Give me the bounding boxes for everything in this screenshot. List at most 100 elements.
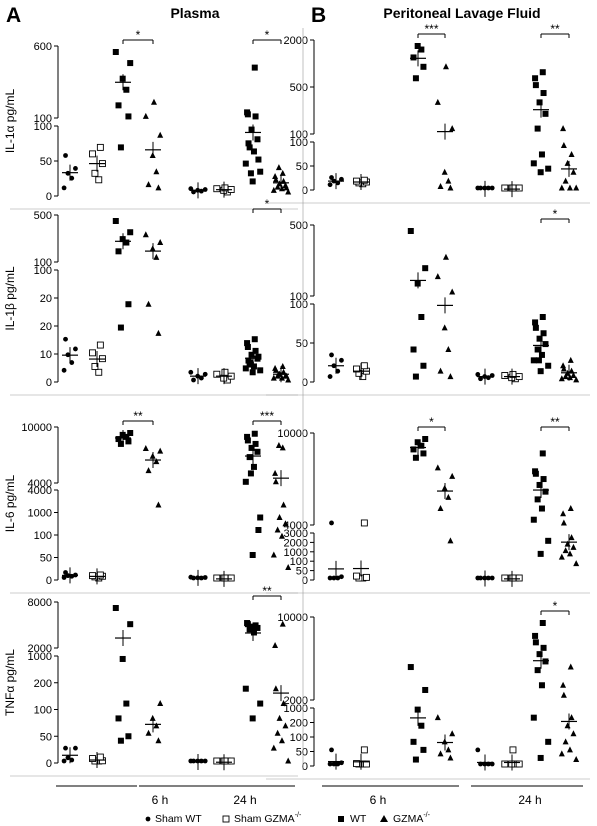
data-point — [153, 168, 160, 175]
data-point — [91, 169, 99, 177]
y-tick-label: 50 — [40, 731, 52, 743]
data-point — [539, 620, 546, 626]
data-point — [335, 761, 341, 767]
y-tick-label: 50 — [40, 156, 52, 168]
data-point — [244, 344, 251, 350]
data-point — [534, 667, 541, 674]
data-point — [272, 364, 279, 371]
data-point — [280, 501, 287, 508]
data-point — [251, 336, 258, 343]
panel-b-title: Peritoneal Lavage Fluid — [383, 5, 540, 21]
y-tick-label: 0 — [46, 191, 52, 203]
data-point — [274, 526, 281, 533]
data-point — [244, 437, 251, 444]
data-point — [353, 177, 360, 185]
data-point — [221, 574, 229, 582]
data-point — [339, 357, 344, 363]
data-point — [272, 469, 279, 476]
y-tick-label: 20 — [40, 293, 52, 305]
data-point — [331, 761, 337, 767]
data-point — [537, 754, 544, 761]
data-point — [501, 574, 509, 582]
data-point — [63, 153, 68, 158]
data-point — [252, 440, 259, 447]
data-point — [539, 69, 546, 76]
data-point — [566, 550, 573, 557]
data-point — [353, 572, 360, 580]
data-point — [245, 357, 252, 364]
data-point — [412, 756, 419, 763]
data-point — [437, 182, 444, 189]
panel-a-title: Plasma — [170, 5, 219, 21]
data-point — [564, 540, 571, 547]
data-point — [566, 184, 573, 191]
data-point — [437, 505, 444, 512]
data-point — [434, 273, 441, 280]
data-point — [280, 700, 287, 707]
data-point — [244, 340, 251, 347]
significance-label: * — [136, 28, 141, 42]
data-point — [532, 82, 539, 89]
data-point — [449, 730, 456, 737]
data-point — [270, 551, 277, 558]
data-point — [442, 253, 449, 260]
data-point — [536, 99, 543, 106]
data-point — [274, 183, 281, 190]
data-point — [61, 185, 67, 191]
data-point — [441, 324, 448, 331]
data-point — [96, 143, 104, 151]
data-point — [275, 442, 282, 449]
data-point — [249, 178, 256, 185]
significance-label: * — [553, 207, 558, 221]
y-tick-label: 1000 — [284, 703, 308, 715]
data-point — [418, 442, 425, 449]
data-point — [567, 663, 574, 670]
data-point — [568, 367, 575, 374]
data-point — [255, 156, 262, 163]
data-point — [247, 470, 254, 477]
data-point — [279, 169, 286, 176]
data-point — [61, 758, 67, 764]
data-point — [560, 510, 567, 517]
data-point — [447, 754, 454, 761]
legend-superscript-sham-gzma: -/- — [295, 812, 302, 819]
data-point — [89, 349, 96, 357]
data-point — [252, 113, 259, 120]
data-point — [150, 98, 157, 105]
data-point — [422, 265, 429, 272]
data-point — [282, 722, 289, 729]
data-point — [142, 231, 149, 238]
data-point — [145, 467, 152, 474]
data-point — [566, 374, 573, 381]
data-point — [568, 534, 575, 541]
data-point — [447, 537, 454, 544]
data-point — [422, 436, 429, 442]
data-point — [123, 239, 130, 246]
data-point — [155, 184, 162, 191]
data-point — [573, 560, 580, 567]
data-point — [353, 760, 360, 768]
legend-label-sham-gzma: Sham GZMA-/- — [234, 812, 302, 825]
y-tick-label: 0 — [46, 377, 52, 389]
data-point — [410, 346, 417, 353]
y-tick-label: 10000 — [277, 612, 308, 624]
data-point — [420, 362, 427, 369]
data-point — [509, 184, 517, 192]
data-point — [538, 151, 545, 158]
significance-label: ** — [133, 409, 143, 423]
data-point — [272, 478, 279, 485]
data-point — [155, 329, 162, 336]
data-point — [272, 642, 279, 649]
data-point — [564, 159, 571, 166]
y-tick-label: 4000 — [284, 520, 308, 532]
data-point — [282, 520, 289, 527]
data-point — [407, 664, 414, 671]
data-point — [188, 369, 194, 375]
data-point — [538, 682, 545, 689]
y-tick-label: 20 — [40, 321, 52, 333]
y-tick-label: 100 — [290, 556, 308, 568]
